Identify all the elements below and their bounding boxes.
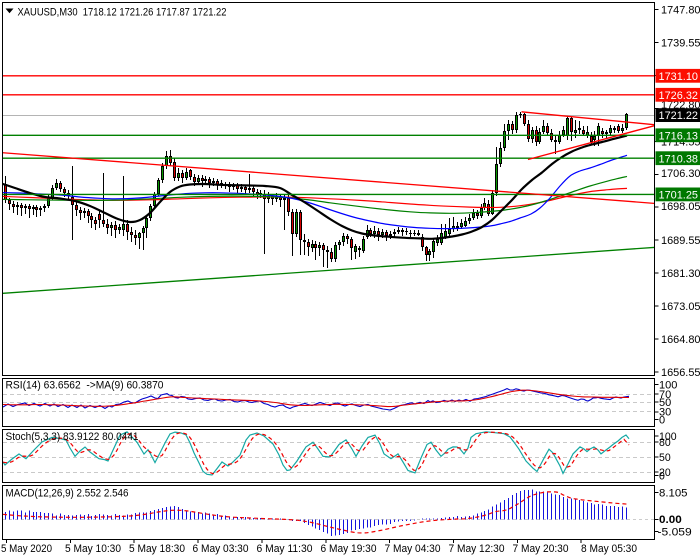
svg-text:RSI(14) 63.6562 ->MA(9) 60.38: RSI(14) 63.6562 ->MA(9) 60.3870 (6, 379, 164, 391)
svg-text:7 May 04:30: 7 May 04:30 (385, 543, 441, 555)
svg-text:0: 0 (659, 471, 665, 483)
svg-text:1664.80: 1664.80 (661, 334, 700, 346)
svg-text:8 May 05:30: 8 May 05:30 (581, 543, 637, 555)
svg-text:50: 50 (659, 452, 671, 464)
svg-text:1710.38: 1710.38 (659, 153, 699, 165)
svg-text:1698.05: 1698.05 (661, 201, 700, 213)
svg-text:1747.80: 1747.80 (661, 4, 700, 16)
svg-text:1673.05: 1673.05 (661, 301, 700, 313)
svg-text:5 May 10:30: 5 May 10:30 (65, 543, 121, 555)
svg-text:70: 70 (659, 389, 671, 401)
svg-text:1681.30: 1681.30 (661, 268, 700, 280)
svg-text:100: 100 (659, 431, 677, 443)
svg-text:1689.55: 1689.55 (661, 235, 700, 247)
svg-text:-5.059: -5.059 (658, 526, 692, 538)
svg-text:1656.55: 1656.55 (661, 367, 700, 379)
svg-text:1706.30: 1706.30 (661, 168, 700, 180)
svg-text:5 May 18:30: 5 May 18:30 (129, 543, 185, 555)
svg-text:7 May 20:30: 7 May 20:30 (513, 543, 569, 555)
svg-text:6 May 19:30: 6 May 19:30 (321, 543, 377, 555)
svg-text:80: 80 (659, 437, 671, 449)
svg-text:1739.55: 1739.55 (661, 37, 700, 49)
svg-text:Stoch(5,3,3) 83.9122 80.0441: Stoch(5,3,3) 83.9122 80.0441 (6, 431, 139, 443)
svg-text:0.00: 0.00 (659, 514, 682, 526)
svg-text:0: 0 (659, 414, 665, 426)
svg-text:1731.10: 1731.10 (659, 71, 699, 83)
svg-text:50: 50 (659, 397, 671, 409)
svg-text:XAUUSD,M30 1718.12 1721.26 17: XAUUSD,M30 1718.12 1721.26 1717.87 1721.… (18, 6, 227, 18)
svg-text:1701.25: 1701.25 (659, 190, 699, 202)
svg-text:1721.22: 1721.22 (659, 110, 699, 122)
svg-text:5 May 2020: 5 May 2020 (1, 543, 52, 555)
svg-text:30: 30 (659, 407, 671, 419)
svg-text:6 May 11:30: 6 May 11:30 (257, 543, 313, 555)
svg-text:MACD(12,26,9) 2.552 2.546: MACD(12,26,9) 2.552 2.546 (6, 488, 129, 500)
svg-text:6 May 03:30: 6 May 03:30 (193, 543, 249, 555)
svg-text:100: 100 (659, 379, 677, 391)
svg-text:1726.32: 1726.32 (659, 90, 699, 102)
svg-text:20: 20 (659, 467, 671, 479)
svg-text:8.105: 8.105 (659, 488, 688, 500)
svg-text:7 May 12:30: 7 May 12:30 (449, 543, 505, 555)
svg-text:1716.13: 1716.13 (659, 130, 699, 142)
